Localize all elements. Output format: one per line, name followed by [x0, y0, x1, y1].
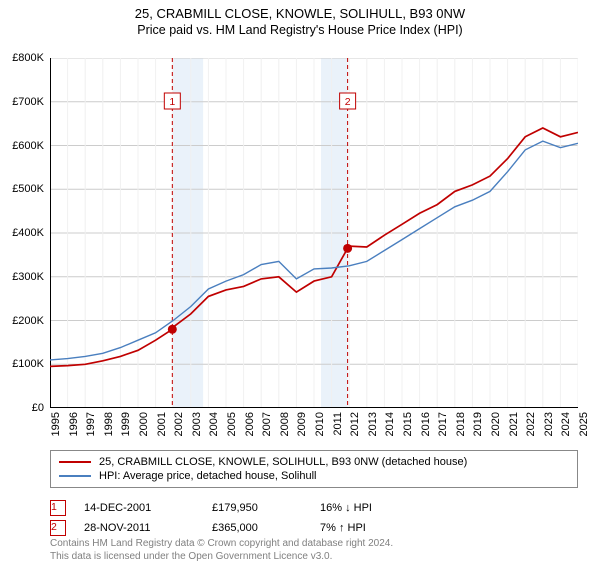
x-tick-label: 2007: [261, 412, 273, 436]
x-tick-label: 2023: [543, 412, 555, 436]
x-tick-label: 2000: [138, 412, 150, 436]
source-line-2: This data is licensed under the Open Gov…: [50, 551, 578, 564]
y-tick-label: £300K: [0, 271, 44, 283]
y-tick-label: £500K: [0, 183, 44, 195]
transaction-row: 1 14-DEC-2001 £179,950 16% ↓ HPI: [50, 498, 578, 518]
x-tick-label: 2020: [490, 412, 502, 436]
y-tick-label: £200K: [0, 315, 44, 327]
x-tick-label: 2003: [191, 412, 203, 436]
chart-title: 25, CRABMILL CLOSE, KNOWLE, SOLIHULL, B9…: [0, 6, 600, 21]
source-line-1: Contains HM Land Registry data © Crown c…: [50, 538, 578, 551]
x-tick-label: 2001: [156, 412, 168, 436]
legend-item: HPI: Average price, detached house, Soli…: [59, 469, 569, 483]
x-tick-label: 2011: [332, 412, 344, 436]
x-tick-label: 1995: [50, 412, 62, 436]
x-tick-label: 2017: [437, 412, 449, 436]
x-tick-label: 2019: [472, 412, 484, 436]
chart-container: 25, CRABMILL CLOSE, KNOWLE, SOLIHULL, B9…: [0, 6, 600, 566]
transaction-marker: 2: [50, 520, 66, 536]
x-tick-label: 2024: [560, 412, 572, 436]
transaction-marker: 1: [50, 500, 66, 516]
chart-subtitle: Price paid vs. HM Land Registry's House …: [0, 23, 600, 37]
chart-svg: 12: [50, 58, 578, 408]
legend: 25, CRABMILL CLOSE, KNOWLE, SOLIHULL, B9…: [50, 450, 578, 488]
y-tick-label: £800K: [0, 52, 44, 64]
transaction-delta: 16% ↓ HPI: [320, 502, 400, 514]
x-tick-label: 2018: [455, 412, 467, 436]
x-tick-label: 2010: [314, 412, 326, 436]
y-tick-label: £600K: [0, 140, 44, 152]
x-tick-label: 2009: [296, 412, 308, 436]
x-tick-label: 2004: [208, 412, 220, 436]
x-tick-label: 2008: [279, 412, 291, 436]
svg-text:2: 2: [345, 96, 351, 108]
x-tick-label: 1996: [68, 412, 80, 436]
transaction-price: £365,000: [212, 522, 302, 534]
y-tick-label: £700K: [0, 96, 44, 108]
legend-label: HPI: Average price, detached house, Soli…: [99, 470, 317, 482]
legend-item: 25, CRABMILL CLOSE, KNOWLE, SOLIHULL, B9…: [59, 455, 569, 469]
x-tick-label: 2002: [173, 412, 185, 436]
transaction-price: £179,950: [212, 502, 302, 514]
x-tick-label: 1997: [85, 412, 97, 436]
chart-area: 12 £0£100K£200K£300K£400K£500K£600K£700K…: [50, 58, 578, 408]
x-tick-label: 2021: [508, 412, 520, 436]
source-attribution: Contains HM Land Registry data © Crown c…: [50, 538, 578, 563]
x-tick-label: 2016: [420, 412, 432, 436]
legend-swatch: [59, 461, 91, 463]
x-tick-label: 2012: [349, 412, 361, 436]
legend-swatch: [59, 475, 91, 477]
y-tick-label: £100K: [0, 358, 44, 370]
transaction-date: 14-DEC-2001: [84, 502, 194, 514]
x-tick-label: 1999: [120, 412, 132, 436]
x-tick-label: 1998: [103, 412, 115, 436]
x-tick-label: 2025: [578, 412, 590, 436]
y-tick-label: £400K: [0, 227, 44, 239]
transaction-date: 28-NOV-2011: [84, 522, 194, 534]
transactions-table: 1 14-DEC-2001 £179,950 16% ↓ HPI 2 28-NOV-201…: [50, 498, 578, 538]
x-tick-label: 2014: [384, 412, 396, 436]
transaction-delta: 7% ↑ HPI: [320, 522, 400, 534]
y-tick-label: £0: [0, 402, 44, 414]
x-tick-label: 2005: [226, 412, 238, 436]
transaction-row: 2 28-NOV-2011 £365,000 7% ↑ HPI: [50, 518, 578, 538]
svg-text:1: 1: [169, 96, 175, 108]
x-tick-label: 2013: [367, 412, 379, 436]
x-tick-label: 2006: [244, 412, 256, 436]
x-tick-label: 2015: [402, 412, 414, 436]
legend-label: 25, CRABMILL CLOSE, KNOWLE, SOLIHULL, B9…: [99, 456, 467, 468]
x-tick-label: 2022: [525, 412, 537, 436]
